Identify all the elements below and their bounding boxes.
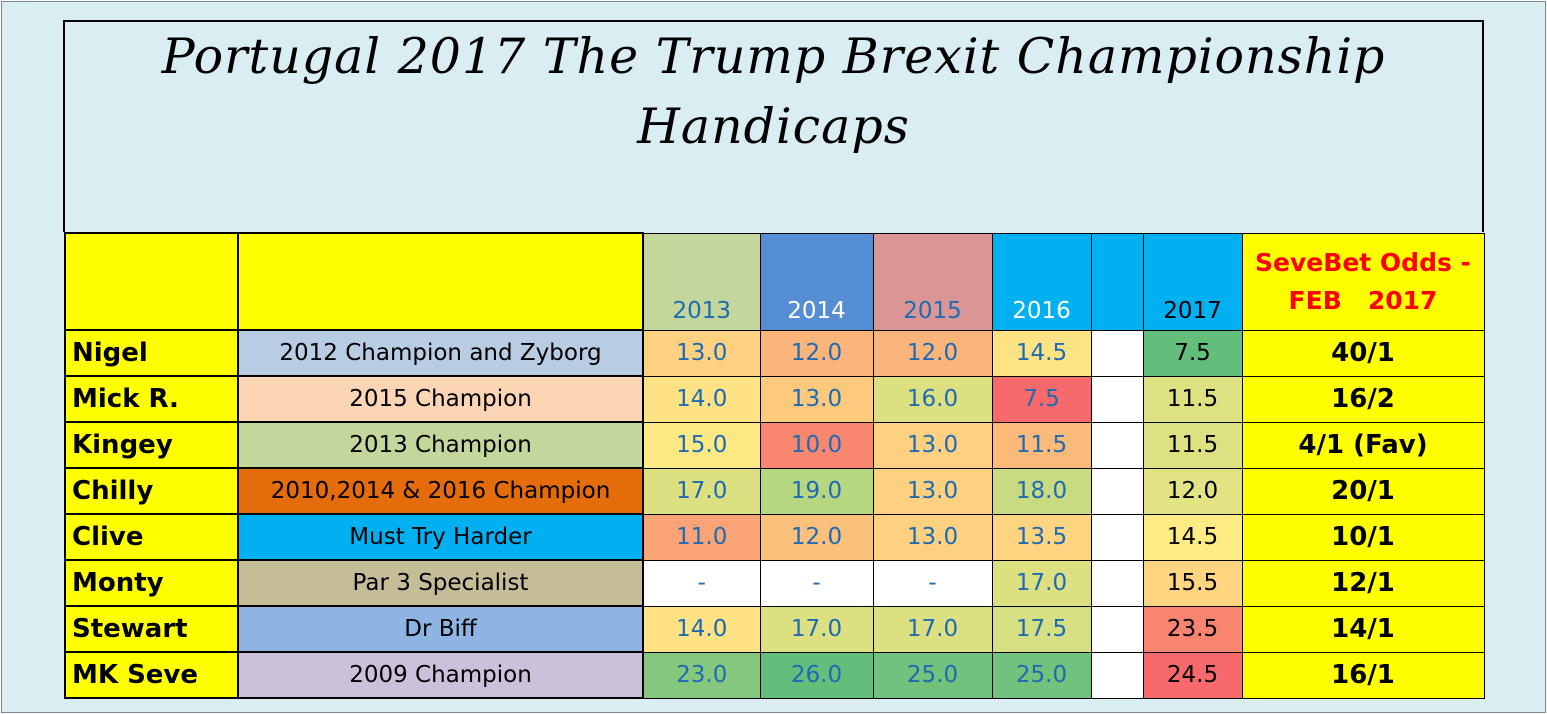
handicap-2017: 12.0 bbox=[1142, 467, 1243, 515]
handicap-2017: 24.5 bbox=[1142, 651, 1243, 699]
player-name: Chilly bbox=[64, 467, 239, 515]
handicap-2016: 11.5 bbox=[991, 421, 1092, 469]
handicap-2017: 11.5 bbox=[1142, 375, 1243, 423]
handicap-2014: - bbox=[759, 559, 874, 607]
title-line-1: Portugal 2017 The Trump Brexit Champions… bbox=[161, 28, 1386, 85]
handicap-2014: 19.0 bbox=[759, 467, 874, 515]
player-description: Par 3 Specialist bbox=[237, 559, 644, 607]
table-row: MK Seve 2009 Champion 23.0 26.0 25.0 25.0 24.5… bbox=[64, 651, 1485, 699]
player-description: 2013 Champion bbox=[237, 421, 644, 469]
handicap-2014: 10.0 bbox=[759, 421, 874, 469]
player-name: MK Seve bbox=[64, 651, 239, 699]
handicap-2014: 12.0 bbox=[759, 329, 874, 377]
handicap-2015: 13.0 bbox=[872, 513, 993, 561]
title-line-2: Handicaps bbox=[637, 98, 910, 155]
player-name: Mick R. bbox=[64, 375, 239, 423]
handicap-2017: 14.5 bbox=[1142, 513, 1243, 561]
table-row: Stewart Dr Biff 14.0 17.0 17.0 17.5 23.5 14/1 bbox=[64, 605, 1485, 653]
header-desc-cell bbox=[237, 232, 644, 331]
handicap-2014: 13.0 bbox=[759, 375, 874, 423]
handicap-2015: 13.0 bbox=[872, 421, 993, 469]
handicap-2016: 13.5 bbox=[991, 513, 1092, 561]
handicap-2013: 15.0 bbox=[642, 421, 761, 469]
player-name: Nigel bbox=[64, 329, 239, 377]
header-year-2016: 2016 bbox=[991, 232, 1092, 331]
gap-cell bbox=[1090, 605, 1144, 653]
sevebet-odds: 4/1 (Fav) bbox=[1241, 421, 1485, 469]
handicap-2017: 23.5 bbox=[1142, 605, 1243, 653]
table-row: Chilly 2010,2014 & 2016 Champion 17.0 19.0 1… bbox=[64, 467, 1485, 515]
handicap-2013: 11.0 bbox=[642, 513, 761, 561]
header-year-2013: 2013 bbox=[642, 232, 761, 331]
handicap-2013: 23.0 bbox=[642, 651, 761, 699]
sevebet-odds: 20/1 bbox=[1241, 467, 1485, 515]
handicap-2017: 11.5 bbox=[1142, 421, 1243, 469]
gap-cell bbox=[1090, 329, 1144, 377]
handicap-2013: - bbox=[642, 559, 761, 607]
blank-subheader-row bbox=[63, 162, 1484, 232]
handicap-2013: 14.0 bbox=[642, 375, 761, 423]
header-gap-cell bbox=[1090, 232, 1144, 331]
table-row: Kingey 2013 Champion 15.0 10.0 13.0 11.5 11.5 4… bbox=[64, 421, 1485, 469]
handicap-2016: 25.0 bbox=[991, 651, 1092, 699]
handicap-2013: 13.0 bbox=[642, 329, 761, 377]
table-row: Mick R. 2015 Champion 14.0 13.0 16.0 7.5 11.5 1… bbox=[64, 375, 1485, 423]
handicap-2015: 17.0 bbox=[872, 605, 993, 653]
title-box: Portugal 2017 The Trump Brexit Champions… bbox=[63, 20, 1484, 164]
player-description: 2010,2014 & 2016 Champion bbox=[237, 467, 644, 515]
table-row: Clive Must Try Harder 11.0 12.0 13.0 13.5 14.5… bbox=[64, 513, 1485, 561]
gap-cell bbox=[1090, 513, 1144, 561]
handicap-2014: 12.0 bbox=[759, 513, 874, 561]
player-description: 2012 Champion and Zyborg bbox=[237, 329, 644, 377]
header-odds-cell: SeveBet Odds - FEB 2017 bbox=[1241, 232, 1485, 331]
header-row: 2013 2014 2015 2016 2017 SeveBet Odds - … bbox=[64, 232, 1485, 331]
handicap-2013: 14.0 bbox=[642, 605, 761, 653]
player-name: Clive bbox=[64, 513, 239, 561]
handicap-2017: 15.5 bbox=[1142, 559, 1243, 607]
sevebet-odds: 14/1 bbox=[1241, 605, 1485, 653]
handicap-2016: 17.0 bbox=[991, 559, 1092, 607]
handicap-table: 2013 2014 2015 2016 2017 SeveBet Odds - … bbox=[64, 232, 1485, 699]
table-row: Nigel 2012 Champion and Zyborg 13.0 12.0 12.… bbox=[64, 329, 1485, 377]
player-name: Kingey bbox=[64, 421, 239, 469]
handicap-2016: 17.5 bbox=[991, 605, 1092, 653]
handicap-2014: 26.0 bbox=[759, 651, 874, 699]
player-description: 2015 Champion bbox=[237, 375, 644, 423]
header-name-cell bbox=[64, 232, 239, 331]
gap-cell bbox=[1090, 467, 1144, 515]
handicap-2015: 12.0 bbox=[872, 329, 993, 377]
player-description: Must Try Harder bbox=[237, 513, 644, 561]
handicap-2016: 18.0 bbox=[991, 467, 1092, 515]
header-year-2017: 2017 bbox=[1142, 232, 1243, 331]
player-name: Monty bbox=[64, 559, 239, 607]
player-description: 2009 Champion bbox=[237, 651, 644, 699]
odds-header-line-2: FEB 2017 bbox=[1288, 285, 1438, 315]
gap-cell bbox=[1090, 559, 1144, 607]
handicap-2014: 17.0 bbox=[759, 605, 874, 653]
sevebet-odds: 16/1 bbox=[1241, 651, 1485, 699]
handicap-2017: 7.5 bbox=[1142, 329, 1243, 377]
sevebet-odds: 12/1 bbox=[1241, 559, 1485, 607]
gap-cell bbox=[1090, 421, 1144, 469]
handicap-2015: - bbox=[872, 559, 993, 607]
gap-cell bbox=[1090, 375, 1144, 423]
odds-header-line-1: SeveBet Odds - bbox=[1255, 247, 1471, 277]
handicap-2015: 16.0 bbox=[872, 375, 993, 423]
handicap-2015: 25.0 bbox=[872, 651, 993, 699]
handicap-2016: 14.5 bbox=[991, 329, 1092, 377]
player-description: Dr Biff bbox=[237, 605, 644, 653]
handicap-2013: 17.0 bbox=[642, 467, 761, 515]
table-row: Monty Par 3 Specialist - - -17.0 15.5 12/1 bbox=[64, 559, 1485, 607]
handicap-2016: 7.5 bbox=[991, 375, 1092, 423]
gap-cell bbox=[1090, 651, 1144, 699]
sevebet-odds: 10/1 bbox=[1241, 513, 1485, 561]
player-name: Stewart bbox=[64, 605, 239, 653]
sevebet-odds: 40/1 bbox=[1241, 329, 1485, 377]
sevebet-odds: 16/2 bbox=[1241, 375, 1485, 423]
header-year-2015: 2015 bbox=[872, 232, 993, 331]
header-year-2014: 2014 bbox=[759, 232, 874, 331]
handicap-2015: 13.0 bbox=[872, 467, 993, 515]
